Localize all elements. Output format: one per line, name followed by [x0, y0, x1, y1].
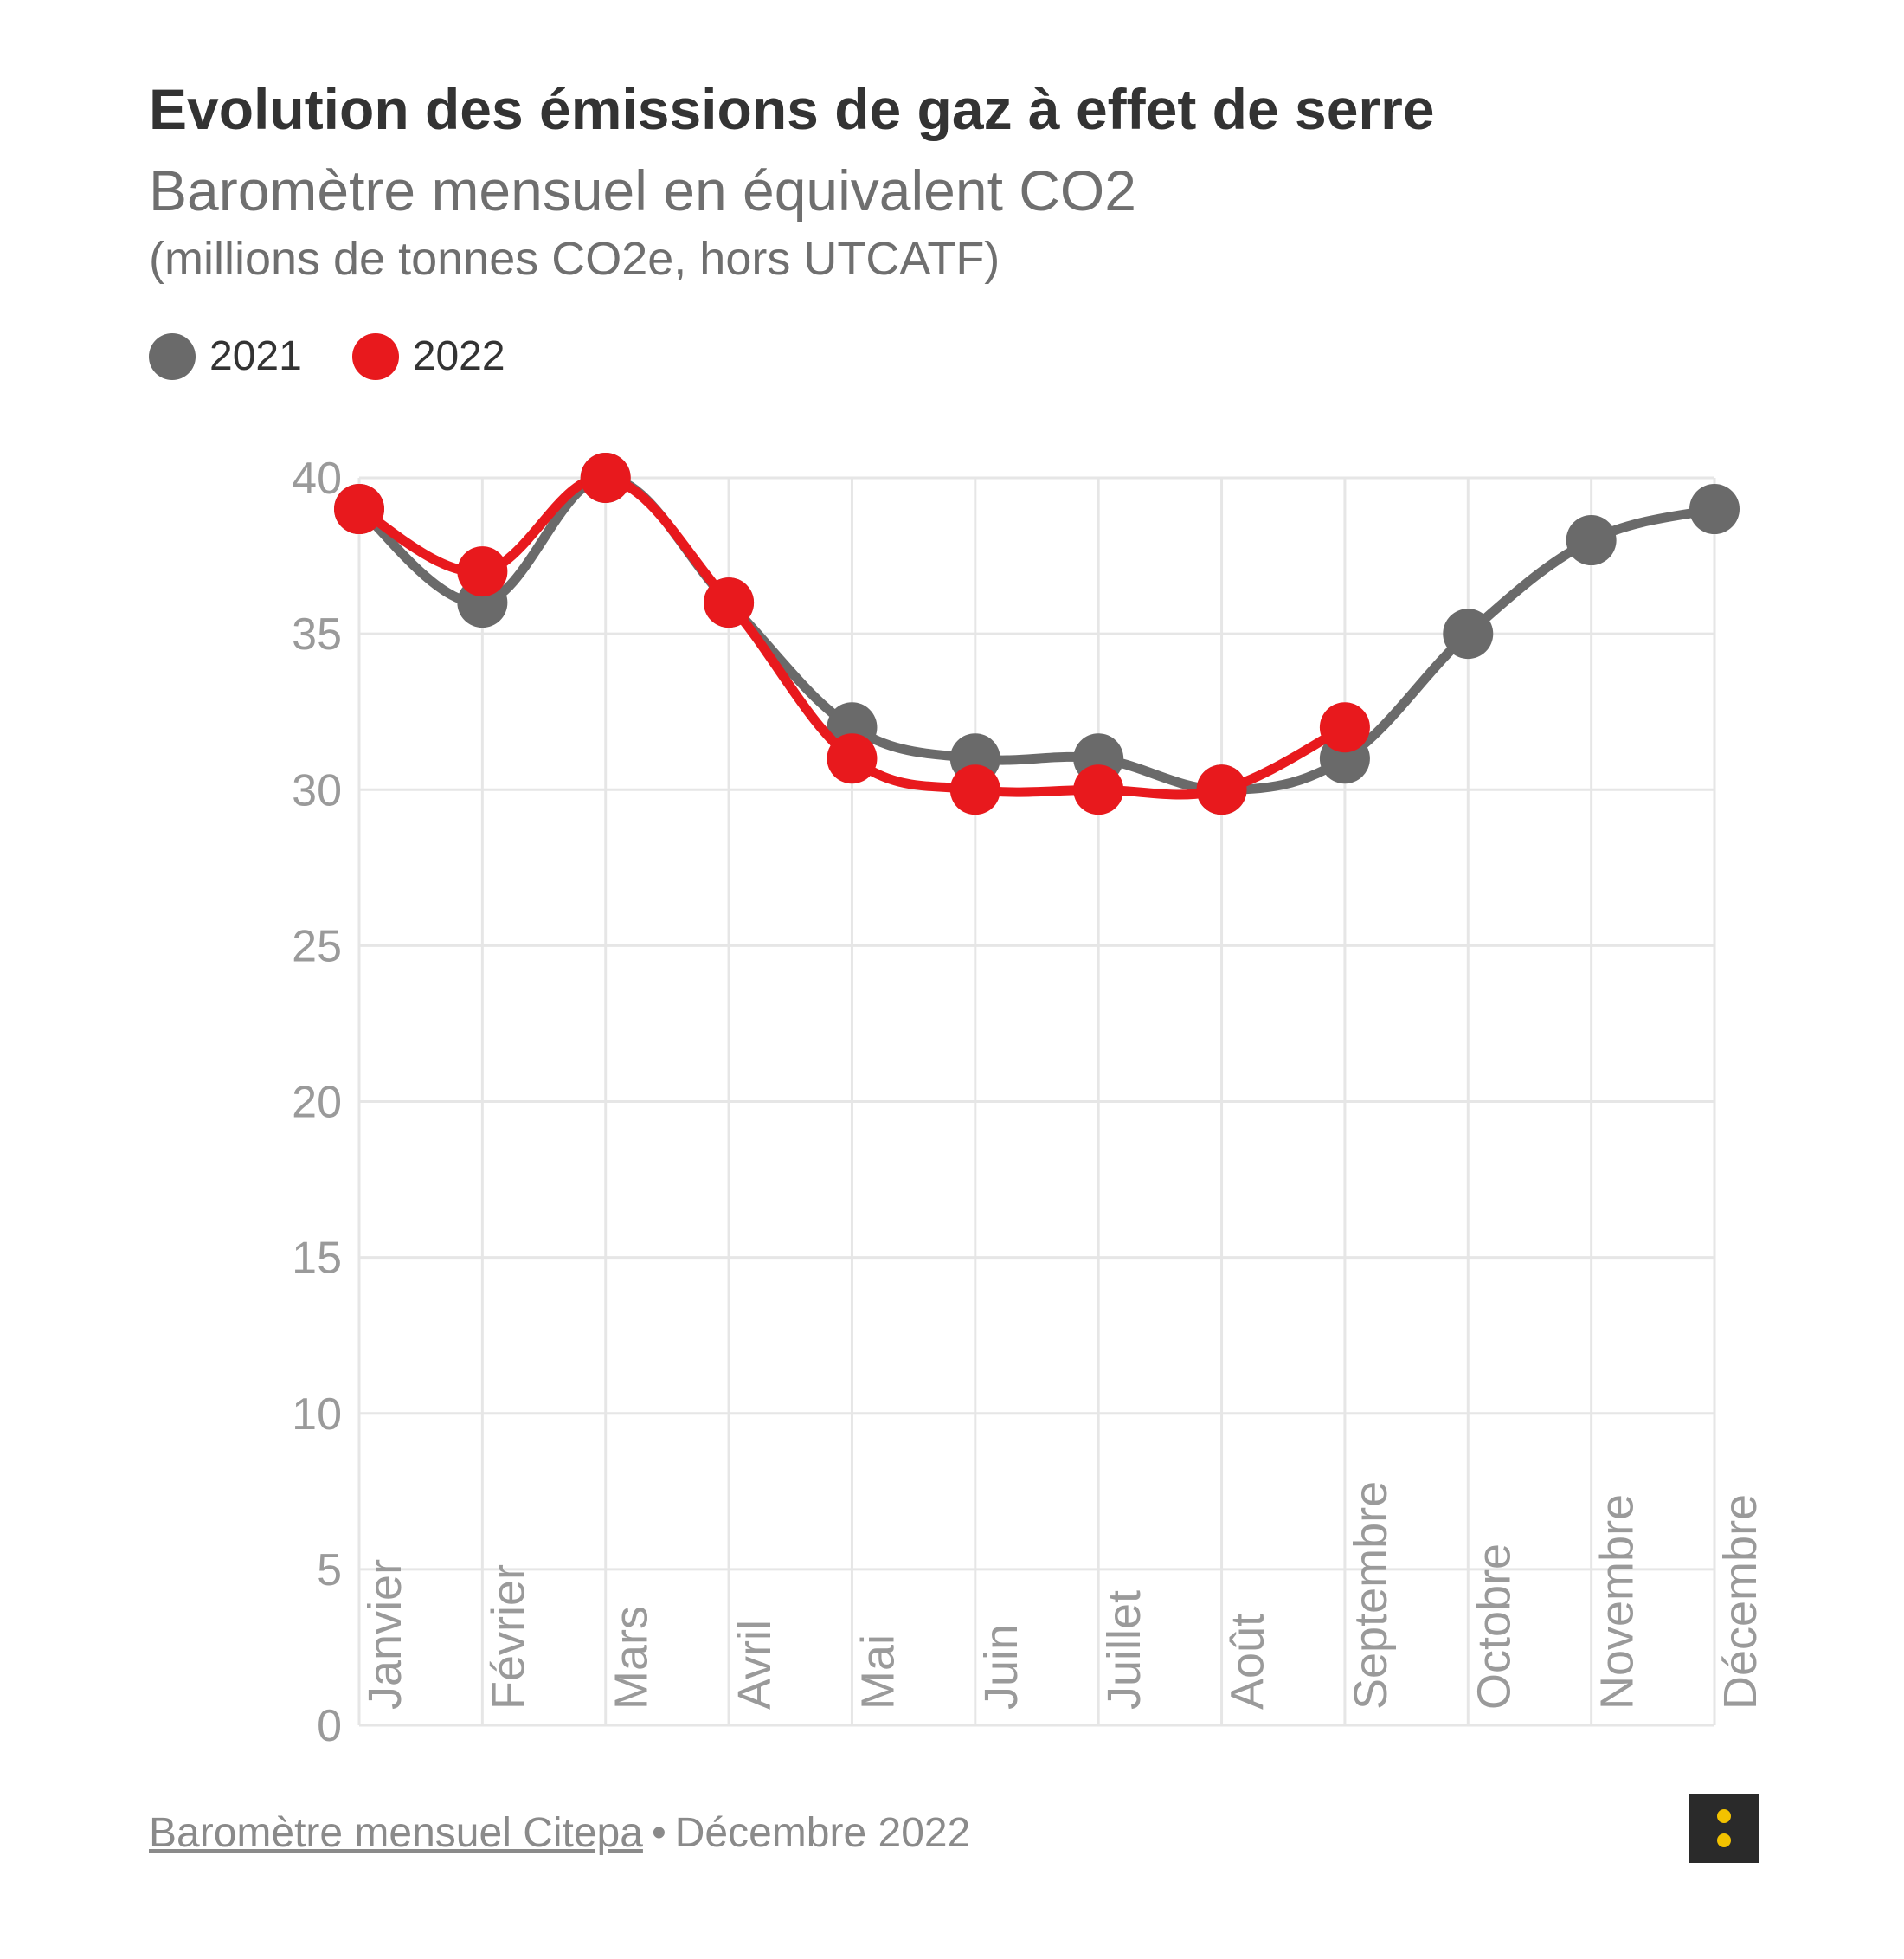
- legend-swatch-2021: [149, 332, 196, 380]
- x-tick-label: Juillet: [1098, 1590, 1150, 1710]
- legend: 2021 2022: [149, 332, 556, 380]
- chart-subtitle: Baromètre mensuel en équivalent CO2: [149, 158, 1136, 222]
- data-point-2022[interactable]: [457, 546, 508, 597]
- y-tick-label: 25: [292, 921, 342, 971]
- legend-item-2022[interactable]: 2022: [351, 332, 505, 380]
- grid-lines: [357, 476, 1716, 1727]
- data-point-2021[interactable]: [1443, 609, 1494, 660]
- brand-logo-icon[interactable]: [1689, 1794, 1759, 1863]
- y-tick-label: 5: [317, 1545, 342, 1595]
- footer-separator: •: [651, 1810, 666, 1856]
- logo-dot-bottom: [1717, 1833, 1731, 1847]
- data-point-2022[interactable]: [704, 577, 755, 628]
- series-2022: [334, 453, 1370, 815]
- x-tick-label: Octobre: [1468, 1543, 1520, 1710]
- x-tick-label: Janvier: [359, 1559, 411, 1710]
- x-axis-ticks: Janvier Février Mars Avril Mai Juin Juillet Aoû…: [359, 1481, 1766, 1710]
- source-link[interactable]: Baromètre mensuel Citepa: [149, 1810, 643, 1856]
- series-line-2022: [354, 473, 1350, 800]
- data-point-2022[interactable]: [949, 764, 1000, 815]
- data-point-2022[interactable]: [1073, 764, 1124, 815]
- y-axis-ticks: 0 5 10 15 20 25 30 35 40: [292, 454, 342, 1751]
- x-tick-label: Avril: [729, 1620, 781, 1710]
- data-point-2021[interactable]: [1566, 515, 1617, 566]
- footer: Baromètre mensuel Citepa • Décembre 2022: [149, 1809, 970, 1857]
- data-point-2022[interactable]: [1196, 764, 1247, 815]
- x-tick-label: Février: [482, 1564, 534, 1710]
- x-tick-label: Août: [1222, 1614, 1274, 1710]
- y-tick-label: 15: [292, 1234, 342, 1284]
- y-tick-label: 30: [292, 765, 342, 815]
- data-point-2022[interactable]: [580, 453, 631, 503]
- legend-swatch-2022: [351, 332, 399, 380]
- x-tick-label: Novembre: [1592, 1494, 1643, 1710]
- y-tick-label: 35: [292, 609, 342, 660]
- legend-label-2022: 2022: [412, 333, 505, 379]
- data-point-2022[interactable]: [1319, 702, 1370, 753]
- chart-title: Evolution des émissions de gaz à effet d…: [149, 77, 1435, 141]
- logo-dot-top: [1717, 1809, 1731, 1823]
- chart-unit: (millions de tonnes CO2e, hors UTCATF): [149, 233, 1000, 285]
- series-group: [334, 453, 1740, 815]
- y-tick-label: 20: [292, 1078, 342, 1128]
- legend-label-2021: 2021: [209, 333, 302, 379]
- y-tick-label: 40: [292, 454, 342, 504]
- footer-date: Décembre 2022: [674, 1810, 971, 1856]
- x-tick-label: Mars: [606, 1606, 658, 1710]
- legend-item-2021[interactable]: 2021: [149, 332, 302, 380]
- y-tick-label: 10: [292, 1389, 342, 1440]
- data-point-2021[interactable]: [1689, 484, 1740, 535]
- y-tick-label: 0: [317, 1701, 342, 1751]
- x-tick-label: Décembre: [1714, 1494, 1766, 1710]
- x-tick-label: Mai: [852, 1634, 904, 1710]
- data-point-2022[interactable]: [827, 733, 878, 784]
- x-tick-label: Juin: [975, 1624, 1027, 1710]
- x-tick-label: Septembre: [1345, 1481, 1397, 1710]
- data-point-2022[interactable]: [334, 484, 384, 535]
